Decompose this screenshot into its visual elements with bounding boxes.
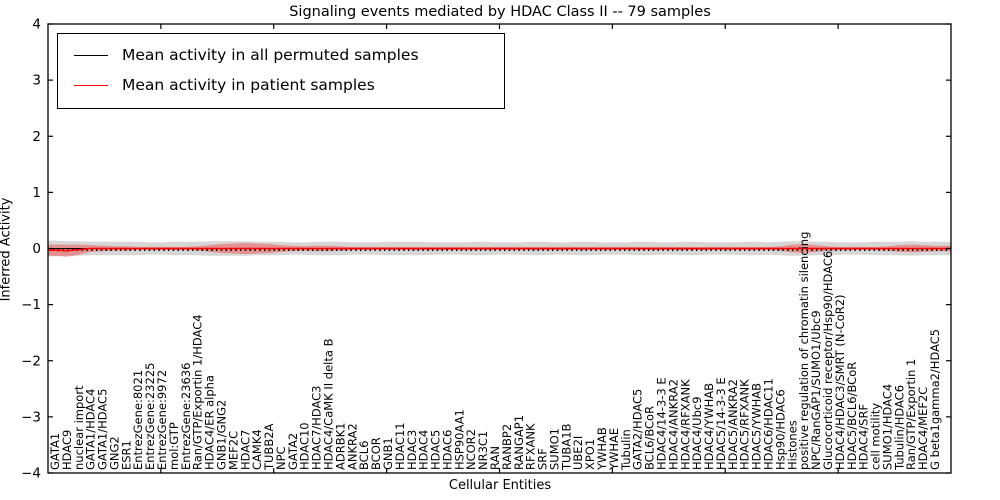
x-category-label: G beta1gamma2/HDAC5 [928, 329, 942, 470]
x-category-label: HDAC4/RFXANK [678, 379, 692, 470]
chart-title: Signaling events mediated by HDAC Class … [289, 4, 711, 20]
x-category-label: HDAC10 [298, 422, 312, 470]
y-tick-label: −2 [21, 353, 41, 369]
x-category-label: HDAC5/14-3-3 E [714, 377, 728, 470]
x-category-label: HDAC7/HDAC3 [310, 386, 324, 471]
x-category-label: HDAC6/HDAC11 [762, 378, 776, 470]
legend-label-permuted: Mean activity in all permuted samples [122, 46, 419, 64]
y-tick-label: 4 [32, 17, 41, 33]
x-category-label: HDAC4/Ubc9 [690, 396, 704, 470]
x-category-label: SUMO1 [547, 428, 561, 470]
x-category-label: RANGAP1 [512, 415, 526, 470]
x-category-label: GNG2 [107, 436, 121, 470]
x-category-label: GNB1 [381, 437, 395, 470]
x-category-label: BCOR [369, 437, 383, 470]
x-category-label: EntrezGene:8021 [131, 370, 145, 470]
x-category-label: TUBB2A [262, 423, 276, 471]
x-category-label: HDAC4/ANKRA2 [666, 379, 680, 470]
x-category-label: HDAC4/YWHAB [702, 383, 716, 470]
x-category-label: Tubulin/HDAC6 [892, 385, 906, 471]
x-category-label: Ran/GTP/Exportin 1 [904, 359, 918, 470]
red-line-sample [74, 84, 108, 86]
x-category-label: HDAC4 [417, 430, 431, 470]
x-category-label: GATA2 [286, 433, 300, 470]
x-category-label: NR3C1 [476, 431, 490, 470]
x-category-label: BCL6/BCoR [643, 406, 657, 470]
y-tick-label: −3 [21, 409, 41, 425]
x-category-label: EntrezGene:23636 [179, 363, 193, 470]
x-category-label: HDAC4/14-3-3 E [654, 377, 668, 470]
black-line-sample [74, 54, 108, 56]
x-category-label: ANKRA2 [345, 423, 359, 470]
x-category-label: HDAC4/SRF [857, 404, 871, 470]
x-category-label: Hsp90/HDAC6 [773, 389, 787, 470]
y-tick-label: −4 [21, 466, 41, 482]
legend: Mean activity in all permuted samples Me… [57, 33, 505, 109]
x-category-label: GATA1/HDAC4 [84, 389, 98, 470]
y-axis-label: Inferred Activity [0, 197, 14, 302]
x-category-label: HDAC4/MEF2C [916, 387, 930, 470]
x-category-label: HDAC5/YWHAB [750, 383, 764, 470]
x-category-label: GNB1/GNG2 [214, 400, 228, 470]
x-category-label: GATA2/HDAC5 [631, 389, 645, 470]
y-tick-label: 0 [32, 241, 41, 257]
x-category-label: HDAC9 [60, 430, 74, 470]
x-category-label: HDAC3 [405, 430, 419, 470]
x-category-label: EntrezGene:23225 [143, 363, 157, 470]
x-category-label: EntrezGene:9972 [155, 370, 169, 470]
x-category-label: GATA1/HDAC5 [96, 389, 110, 470]
legend-label-patient: Mean activity in patient samples [122, 76, 375, 94]
x-category-label: Histones [785, 420, 799, 470]
x-category-label: GATA1 [48, 433, 62, 470]
x-category-label: HDAC4/HDAC3/SMRT (N-CoR2) [833, 294, 847, 470]
x-category-label: Tubulin [619, 429, 633, 471]
y-tick-label: 2 [32, 129, 41, 145]
x-category-label: positive regulation of chromatin silenci… [797, 232, 811, 470]
x-category-label: HDAC4/CaMK II delta B [322, 338, 336, 470]
y-tick-label: 3 [32, 73, 41, 89]
x-category-label: mol:GTP [167, 422, 181, 470]
y-tick-label: −1 [21, 297, 41, 313]
x-category-label: HSP90AA1 [452, 409, 466, 470]
x-category-label: YWHAB [595, 427, 609, 471]
x-category-label: ADRBK1 [333, 423, 347, 470]
x-category-label: HDAC4/ER alpha [203, 375, 217, 470]
legend-entry-permuted: Mean activity in all permuted samples [68, 40, 494, 70]
x-category-label: NCOR2 [464, 429, 478, 470]
x-category-label: NPC [274, 446, 288, 470]
x-category-label: RAN [488, 446, 502, 470]
x-category-label: RANBP2 [500, 424, 514, 470]
x-category-label: HDAC5/ANKRA2 [726, 379, 740, 470]
x-category-label: HDAC11 [393, 422, 407, 470]
x-category-label: NPC/RanGAP1/SUMO1/Ubc9 [809, 310, 823, 470]
x-category-label: BCL6 [357, 441, 371, 470]
x-category-label: HDAC6 [440, 430, 454, 470]
x-category-label: TUBA1B [559, 423, 573, 471]
x-category-label: HDAC5 [429, 430, 443, 470]
x-category-label: HDAC5/RFXANK [738, 379, 752, 470]
x-category-label: SRF [536, 448, 550, 470]
x-category-label: CAMK4 [250, 429, 264, 470]
x-category-label: UBE2I [571, 436, 585, 470]
y-tick-label: 1 [32, 185, 41, 201]
x-category-label: XPO1 [583, 439, 597, 470]
x-category-label: Glucocorticoid receptor/Hsp90/HDAC6 [821, 251, 835, 470]
x-axis-label: Cellular Entities [448, 478, 552, 493]
legend-entry-patient: Mean activity in patient samples [68, 70, 494, 100]
x-category-label: HDAC7 [238, 430, 252, 470]
x-category-label: cell motility [869, 403, 883, 470]
patient-mean-line [48, 247, 951, 252]
x-category-label: SUMO1/HDAC4 [880, 384, 894, 470]
x-category-label: HDAC5/BCL6/BCoR [845, 362, 859, 470]
x-category-label: nuclear import [72, 385, 86, 470]
x-category-label: RFXANK [524, 423, 538, 470]
x-category-label: ESR1 [119, 440, 133, 470]
x-category-label: YWHAE [607, 428, 621, 471]
x-category-label: Ran/GTP/Exportin 1/HDAC4 [191, 314, 205, 470]
x-category-label: MEF2C [226, 431, 240, 470]
